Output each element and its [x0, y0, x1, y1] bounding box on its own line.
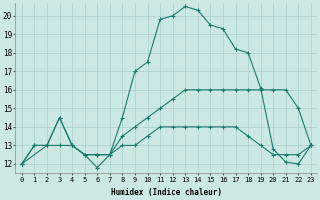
X-axis label: Humidex (Indice chaleur): Humidex (Indice chaleur) — [111, 188, 222, 197]
